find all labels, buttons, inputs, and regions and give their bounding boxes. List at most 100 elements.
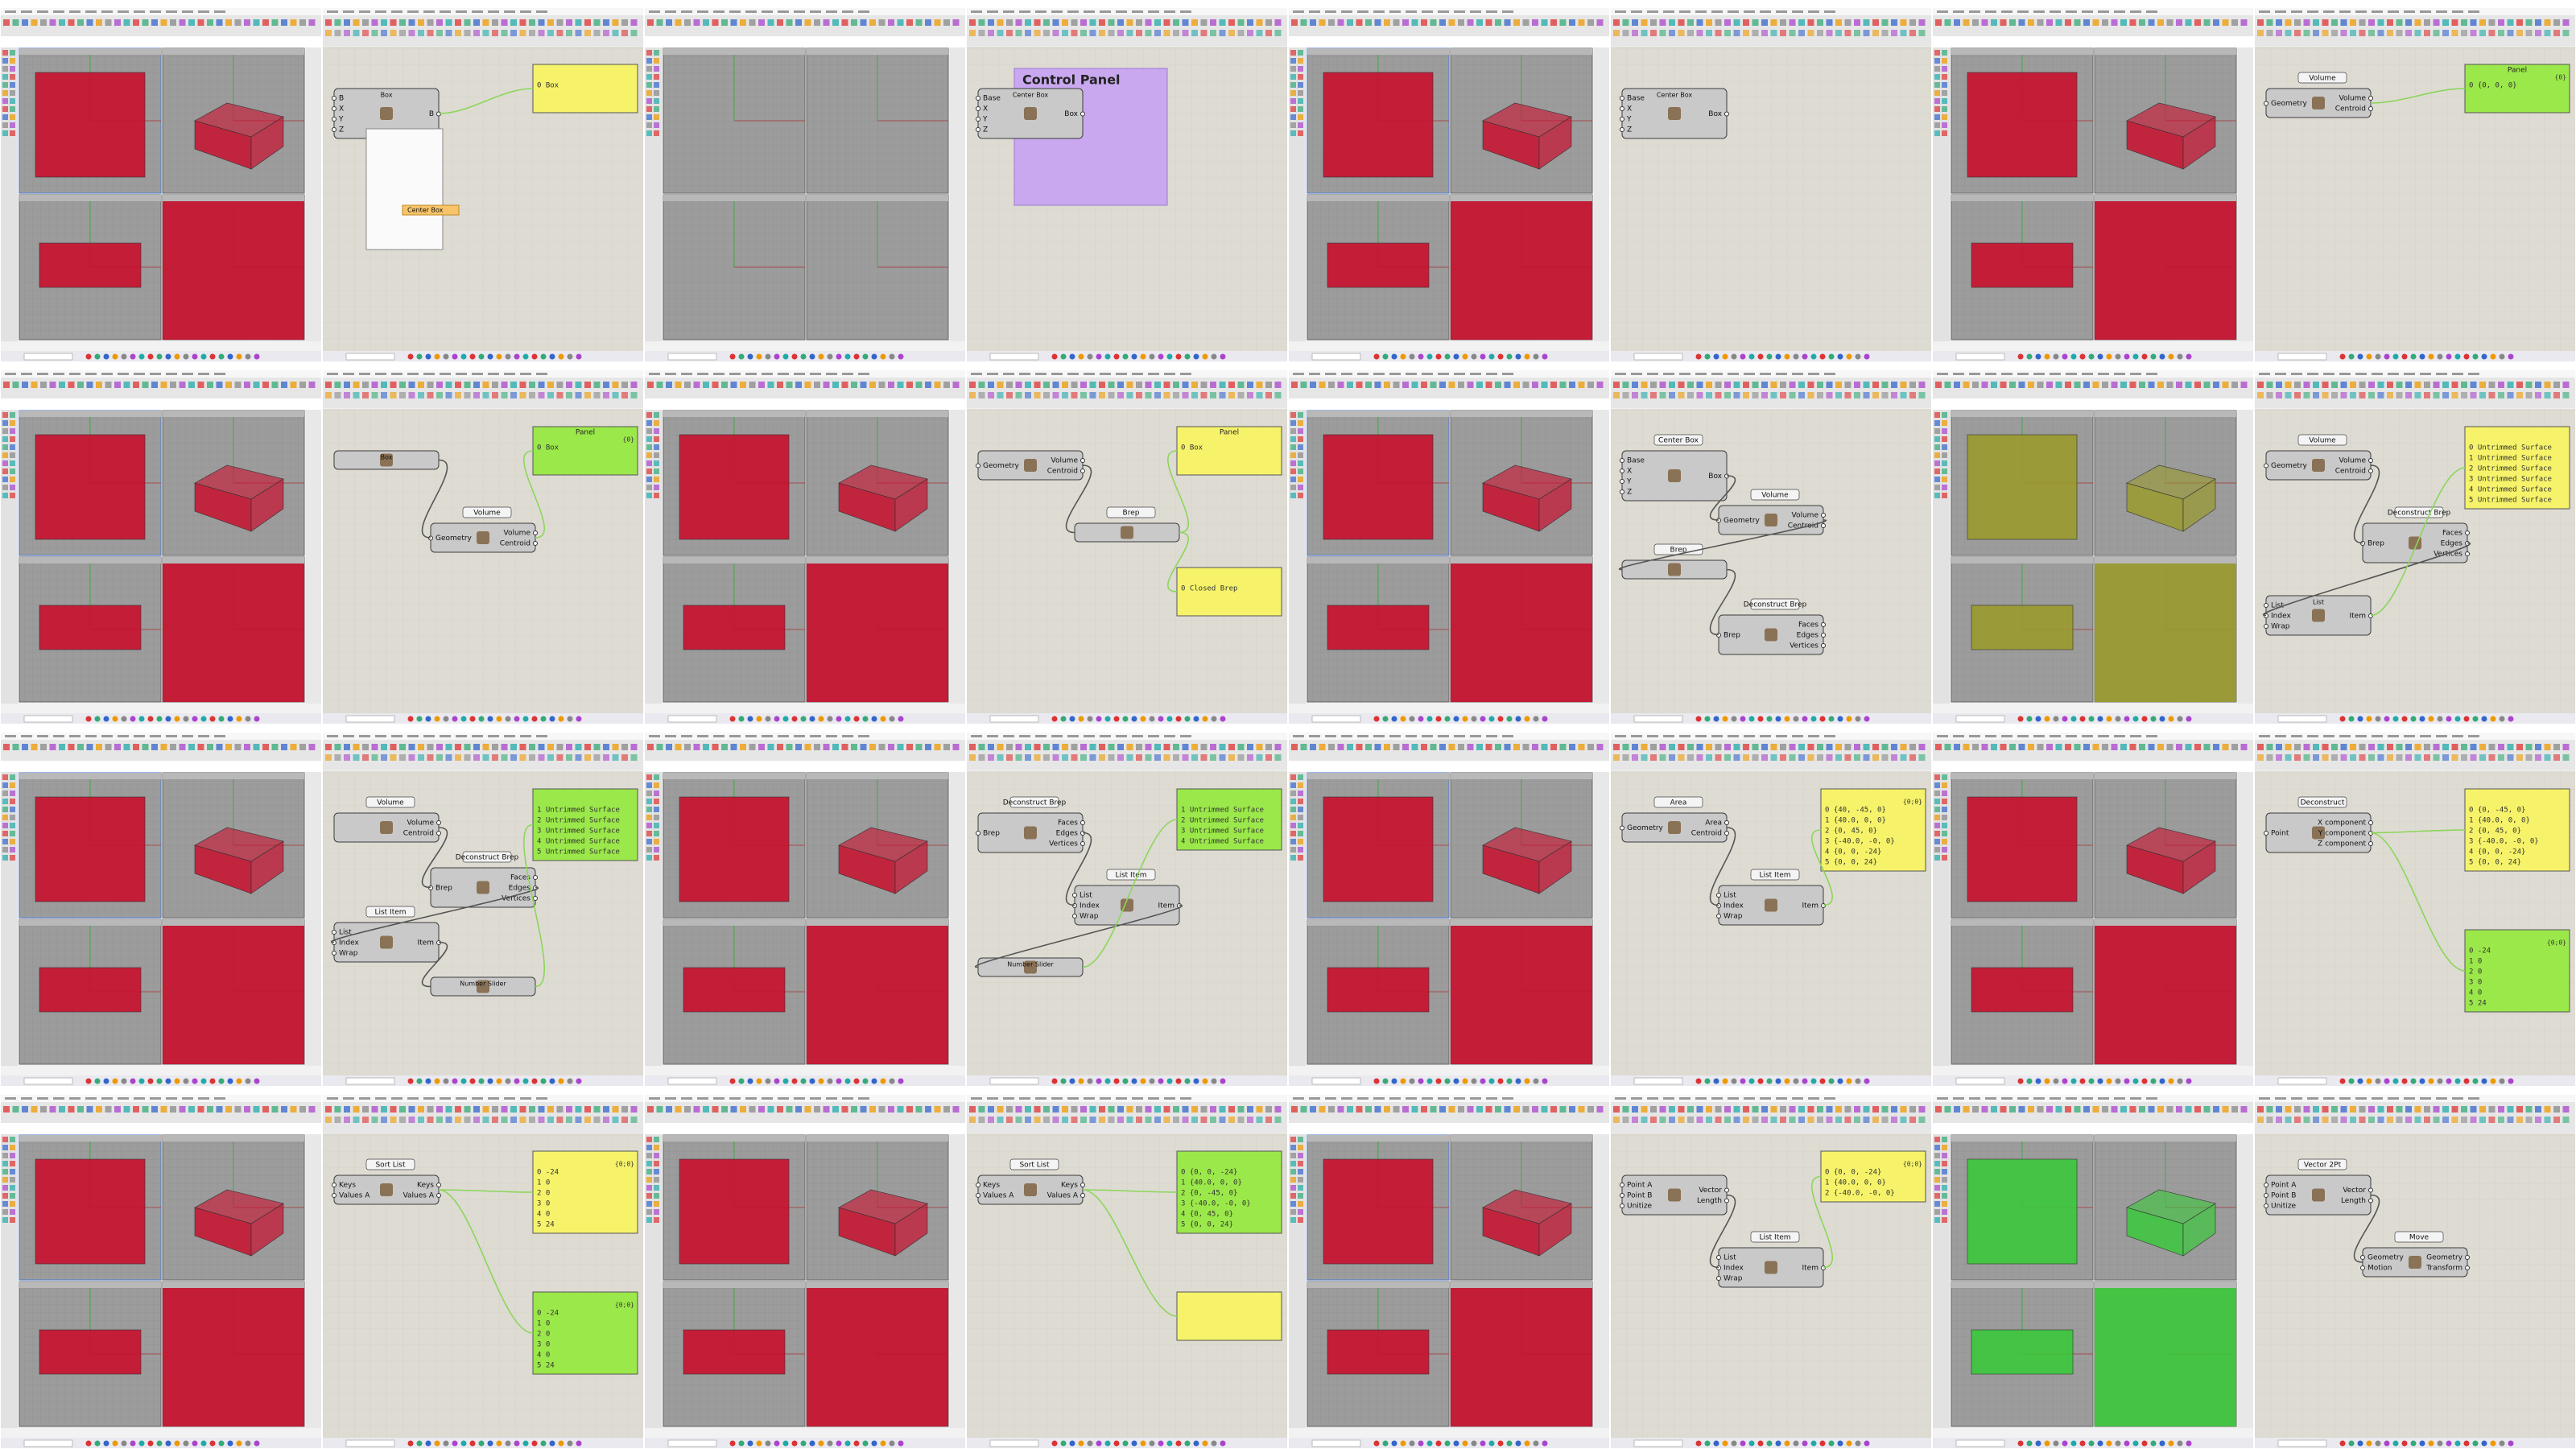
menu-item [520, 10, 531, 13]
taskbar-icon [871, 716, 877, 722]
tool-icon [1687, 392, 1694, 398]
tool-icon [2083, 382, 2090, 388]
tool-icon [630, 19, 638, 26]
menu-item [2404, 373, 2415, 375]
tool-icon [1052, 1106, 1059, 1113]
tool-icon [1972, 744, 1979, 750]
tool-icon [105, 1106, 112, 1113]
taskbar-icon [478, 353, 485, 360]
output-name: Vertices [1049, 840, 1078, 848]
viewport-tab [1951, 1135, 2093, 1141]
tool-icon [1337, 744, 1344, 750]
tool-icon [1891, 744, 1897, 750]
side-icon [1934, 1161, 1940, 1166]
tool-icon [2055, 1106, 2062, 1113]
tool-icon [612, 1106, 619, 1113]
taskbar-icon [774, 353, 780, 360]
menu-item [697, 1097, 708, 1100]
box-top [194, 827, 284, 862]
tool-icon [1080, 382, 1087, 388]
tool-icon [2231, 19, 2238, 26]
taskbar-icon [469, 716, 476, 722]
menu-item [1631, 10, 1642, 13]
tool-icon [2387, 382, 2393, 388]
side-icon [2, 847, 8, 852]
taskbar-icon [549, 353, 555, 360]
side-icon [10, 1169, 15, 1174]
tool-icon [566, 382, 572, 388]
tool-icon [1411, 744, 1418, 750]
tool-icon [1247, 1106, 1253, 1113]
tool-icon [1145, 30, 1152, 36]
side-icon [1298, 122, 1303, 128]
taskbar-icon [898, 1440, 904, 1447]
menu-item [762, 1097, 773, 1100]
taskbar-icon [1846, 1440, 1852, 1447]
side-icon [1942, 807, 1947, 812]
side-icon [1298, 1201, 1303, 1207]
search-box [345, 353, 395, 361]
side-icon [1298, 58, 1303, 64]
taskbar-icon [2053, 1440, 2059, 1447]
tool-icon [1154, 1117, 1161, 1123]
tool-icon [2461, 754, 2467, 761]
tool-icon [1780, 1106, 1786, 1113]
menu-item [53, 10, 64, 13]
viewport-tab [807, 773, 948, 779]
taskbar-icon [827, 353, 833, 360]
tool-icon [473, 1106, 480, 1113]
tool-icon [1789, 392, 1796, 398]
panel [532, 788, 638, 861]
menu-item [1647, 735, 1658, 737]
input-name: Brep [983, 830, 1000, 838]
tool-icon [334, 19, 341, 26]
tool-icon [988, 392, 994, 398]
taskbar-icon [121, 716, 127, 722]
tool-icon [538, 744, 545, 750]
tool-icon [381, 19, 387, 26]
tool-icon [2092, 19, 2099, 26]
tool-icon [647, 744, 654, 750]
output-name: Geometry [2426, 1254, 2463, 1262]
side-icon [2, 66, 8, 72]
tool-icon [575, 30, 582, 36]
tool-icon [786, 744, 793, 750]
side-icon [2, 485, 8, 490]
viewport-tab [1451, 773, 1592, 779]
side-icon [10, 1177, 15, 1183]
tool-icon [897, 19, 904, 26]
side-icon [1942, 839, 1947, 844]
tool-icon [1374, 382, 1381, 388]
tool-icon [1826, 392, 1833, 398]
menu-item [2033, 373, 2045, 375]
tool-icon [1900, 382, 1907, 388]
tool-icon [1650, 392, 1657, 398]
tool-icon [1108, 392, 1115, 398]
menu-item [1647, 10, 1658, 13]
tool-icon [2525, 754, 2533, 761]
input-grip [976, 96, 980, 101]
tool-icon [1770, 30, 1777, 36]
box-right-view [807, 564, 948, 702]
tool-icon [1659, 1117, 1666, 1123]
tool-icon [1256, 30, 1263, 36]
taskbar-icon [1784, 716, 1790, 722]
tool-icon [2451, 392, 2458, 398]
tool-icon [344, 1106, 350, 1113]
tool-icon [2433, 19, 2440, 26]
menu-item [2275, 1097, 2286, 1100]
tool-icon [344, 19, 350, 26]
menu-item [359, 10, 370, 13]
taskbar-icon [2106, 1078, 2112, 1084]
tool-icon [2387, 744, 2393, 750]
tool-icon [325, 392, 332, 398]
input-name: Geometry [2271, 462, 2308, 470]
box-top [194, 1189, 284, 1224]
tool-icon [519, 19, 526, 26]
tool-icon [1752, 1117, 1759, 1123]
tool-icon [612, 744, 619, 750]
tool-icon [1817, 19, 1823, 26]
output-name: Faces [1798, 621, 1818, 630]
taskbar-icon [2053, 1078, 2059, 1084]
tool-icon [1659, 30, 1666, 36]
